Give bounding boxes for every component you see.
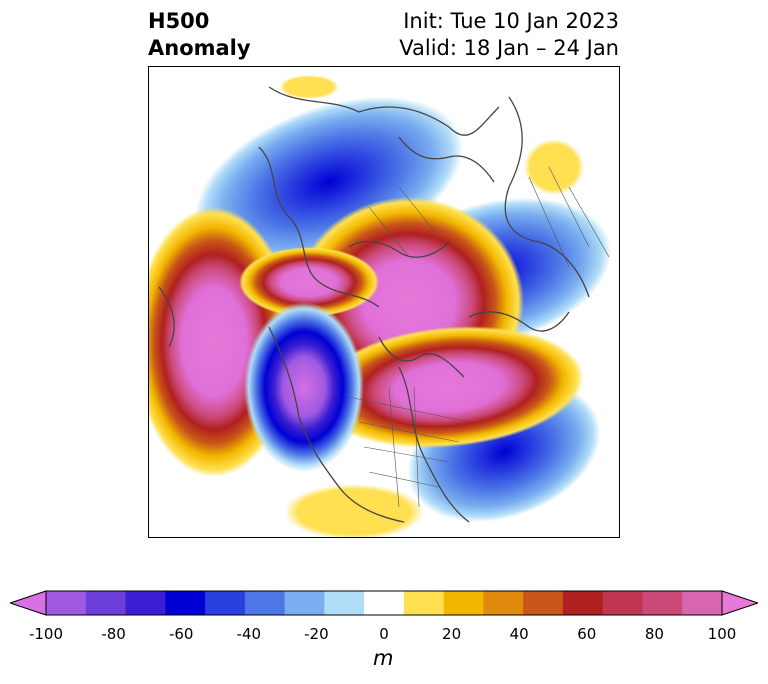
colorbar-unit-label: m (373, 646, 394, 670)
coastlines (158, 86, 590, 523)
chart-title-right: Init: Tue 10 Jan 2023 Valid: 18 Jan – 24… (399, 8, 619, 62)
colorbar-cell (682, 591, 723, 615)
colorbar-tick-label: 80 (644, 625, 664, 643)
positive-anomaly-patch-north (279, 75, 339, 99)
colorbar-cell (324, 591, 365, 615)
colorbar-tick-label: 60 (577, 625, 597, 643)
colorbar-cell (284, 591, 325, 615)
title-field-type: Anomaly (148, 36, 251, 60)
colorbar-tick-label: -60 (168, 625, 194, 643)
colorbar-cell (602, 591, 643, 615)
colorbar-tick-label: 100 (707, 625, 737, 643)
init-date-label: Init: Tue 10 Jan 2023 (403, 9, 619, 33)
title-field-name: H500 (148, 9, 210, 33)
colorbar-cell (244, 591, 286, 615)
colorbar-tick-label: 40 (509, 625, 529, 643)
colorbar-cell (125, 591, 166, 615)
positive-anomaly-gulf-band (239, 247, 379, 317)
colorbar-tick-label: 20 (442, 625, 462, 643)
colorbar-cell (483, 591, 524, 615)
colorbar-cell (443, 591, 484, 615)
colorbar-tick-label: 0 (379, 625, 389, 643)
colorbar-cell (642, 591, 683, 615)
negative-anomaly-gulf-of-alaska (244, 302, 364, 472)
borders (348, 166, 610, 508)
chart-title-left: H500 Anomaly (148, 8, 251, 62)
positive-anomaly-patch-south (284, 484, 424, 537)
colorbar-right-extension (721, 590, 758, 616)
colorbar-cell (205, 591, 246, 615)
anomaly-map (148, 66, 620, 538)
colorbar-tick-label: -80 (101, 625, 126, 643)
colorbar-tick-label: -100 (28, 625, 64, 643)
colorbar-cell (403, 591, 445, 615)
colorbar (10, 590, 758, 616)
valid-date-label: Valid: 18 Jan – 24 Jan (399, 36, 619, 60)
positive-anomaly-patch-ne (524, 139, 584, 195)
colorbar-tick-label: -20 (304, 625, 329, 643)
colorbar-cell (523, 591, 564, 615)
colorbar-cell (165, 591, 206, 615)
colorbar-cell (364, 591, 405, 615)
colorbar-tick-label: -40 (236, 625, 262, 643)
colorbar-cell (562, 591, 604, 615)
colorbar-cell (85, 591, 127, 615)
colorbar-cell (46, 591, 87, 615)
colorbar-left-extension (10, 590, 47, 616)
positive-anomaly-west-north-america (314, 326, 584, 448)
